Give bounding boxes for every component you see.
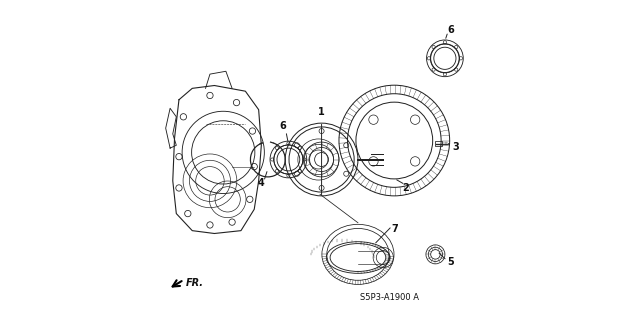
Text: 6: 6 [447,25,454,35]
Text: 1: 1 [318,107,325,117]
Text: 3: 3 [452,142,460,152]
Text: 2: 2 [402,183,409,193]
Text: 4: 4 [257,178,264,188]
Text: 7: 7 [391,224,397,234]
Text: FR.: FR. [186,278,204,288]
Bar [435,141,442,146]
Text: S5P3-A1900 A: S5P3-A1900 A [360,293,419,301]
Text: 6: 6 [280,121,286,131]
Text: 5: 5 [447,257,454,267]
